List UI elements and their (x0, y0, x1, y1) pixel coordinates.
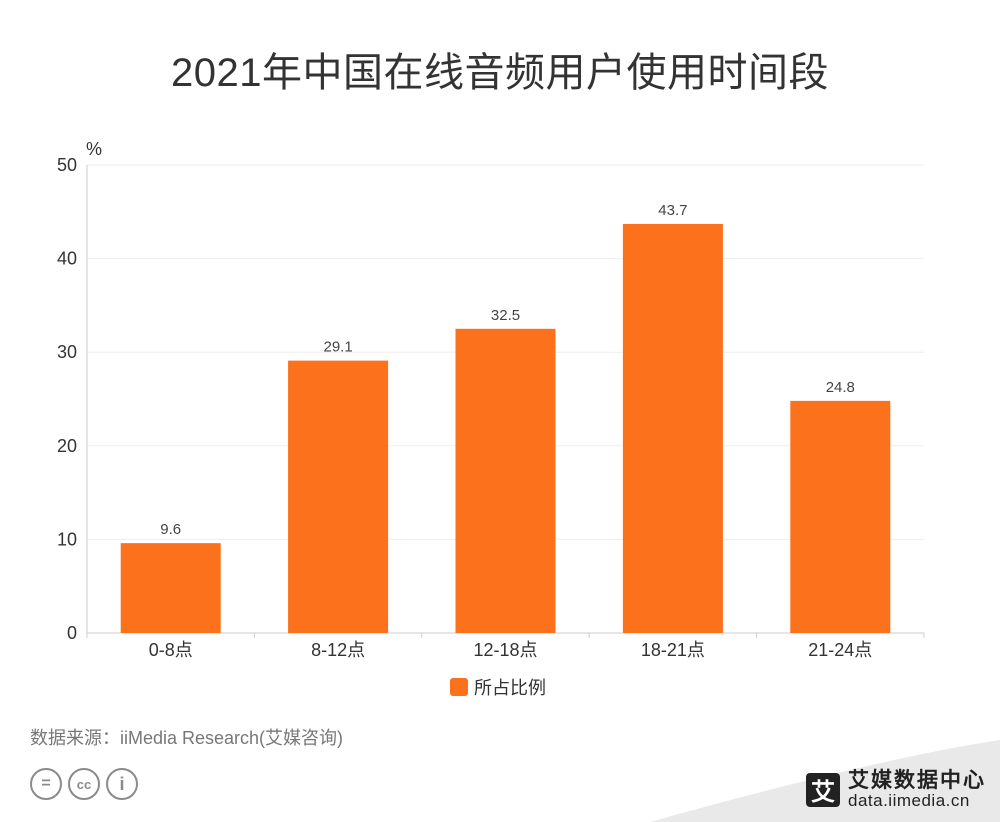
bar (120, 543, 221, 633)
y-tick-label: 20 (57, 436, 77, 456)
legend-swatch (450, 678, 468, 696)
brand-mark: 艾 (806, 772, 840, 807)
brand-logo: 艾 艾媒数据中心 data.iimedia.cn (806, 769, 986, 811)
license-icons: = cc i (30, 768, 138, 800)
y-tick-label: 10 (57, 529, 77, 549)
y-tick-label: 0 (67, 623, 77, 643)
bar (288, 360, 389, 633)
equals-license-icon: = (30, 768, 62, 800)
data-label: 43.7 (658, 202, 687, 219)
brand-name: 艾媒数据中心 (848, 769, 986, 792)
x-tick-label: 0-8点 (149, 640, 193, 660)
x-tick-label: 12-18点 (473, 640, 537, 660)
legend-label: 所占比例 (474, 678, 546, 698)
x-tick-label: 21-24点 (808, 640, 872, 660)
bar (790, 400, 891, 633)
data-label: 29.1 (323, 339, 352, 356)
brand-url: data.iimedia.cn (848, 791, 970, 811)
data-source: 数据来源：iiMedia Research(艾媒咨询) (30, 728, 344, 748)
x-tick-label: 8-12点 (311, 640, 365, 660)
data-label: 32.5 (491, 307, 520, 324)
data-label: 9.6 (160, 521, 181, 538)
bar (455, 328, 556, 633)
x-tick-label: 18-21点 (641, 640, 705, 660)
data-label: 24.8 (826, 379, 855, 396)
y-tick-label: 40 (57, 249, 77, 269)
chart-title: 2021年中国在线音频用户使用时间段 (171, 51, 829, 95)
y-axis-label: % (86, 139, 102, 159)
cc-license-icon: cc (68, 768, 100, 800)
bar (622, 223, 723, 633)
y-tick-label: 50 (57, 155, 77, 175)
person-license-icon: i (106, 768, 138, 800)
y-tick-label: 30 (57, 342, 77, 362)
